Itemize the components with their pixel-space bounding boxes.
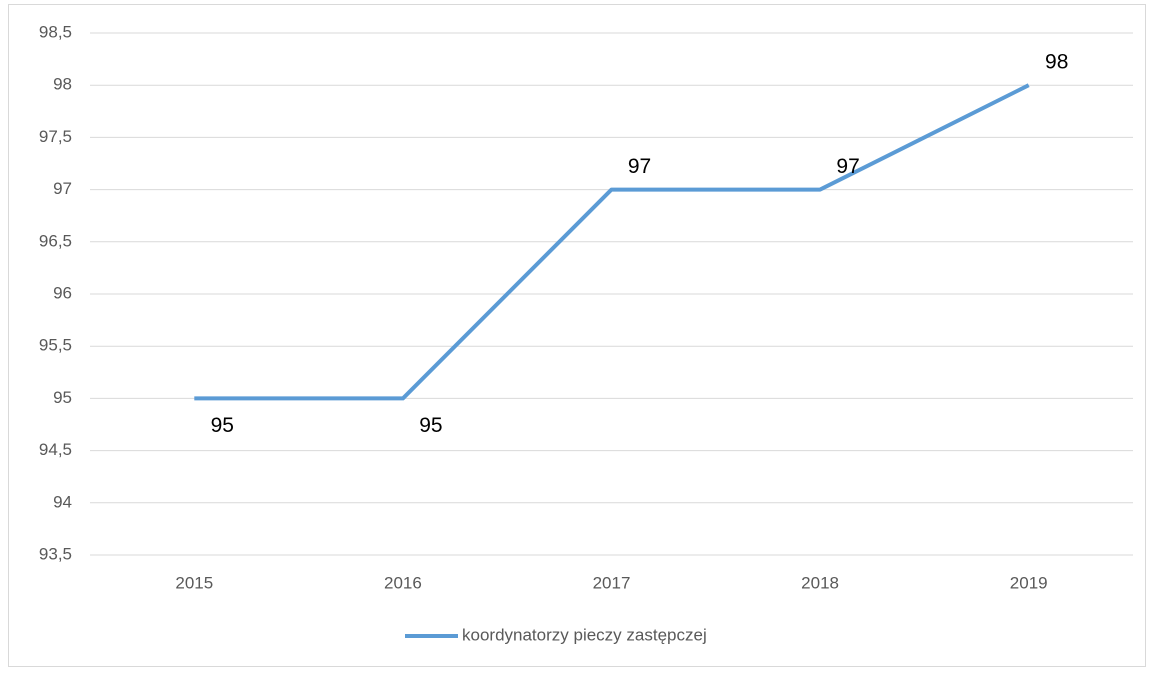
y-tick-label: 94	[53, 492, 72, 511]
y-tick-label: 98	[53, 75, 72, 94]
data-label: 98	[1045, 51, 1068, 74]
data-label: 97	[628, 155, 651, 178]
data-label: 97	[836, 155, 859, 178]
series-line	[194, 83, 1030, 401]
y-tick-label: 93,5	[39, 544, 72, 563]
legend-label: koordynatorzy pieczy zastępczej	[462, 625, 707, 644]
y-tick-label: 97	[53, 179, 72, 198]
y-tick-label: 96	[53, 283, 72, 302]
y-tick-label: 98,5	[39, 22, 72, 41]
y-tick-label: 95,5	[39, 336, 72, 355]
x-tick-label: 2015	[175, 573, 213, 592]
data-label: 95	[211, 414, 234, 437]
x-tick-label: 2016	[384, 573, 422, 592]
chart-frame	[8, 4, 1146, 667]
x-tick-label: 2019	[1010, 573, 1048, 592]
x-tick-label: 2018	[801, 573, 839, 592]
data-label: 95	[419, 414, 442, 437]
y-tick-label: 97,5	[39, 127, 72, 146]
x-tick-label: 2017	[593, 573, 631, 592]
y-tick-label: 96,5	[39, 231, 72, 250]
y-tick-label: 94,5	[39, 440, 72, 459]
y-tick-label: 95	[53, 388, 72, 407]
